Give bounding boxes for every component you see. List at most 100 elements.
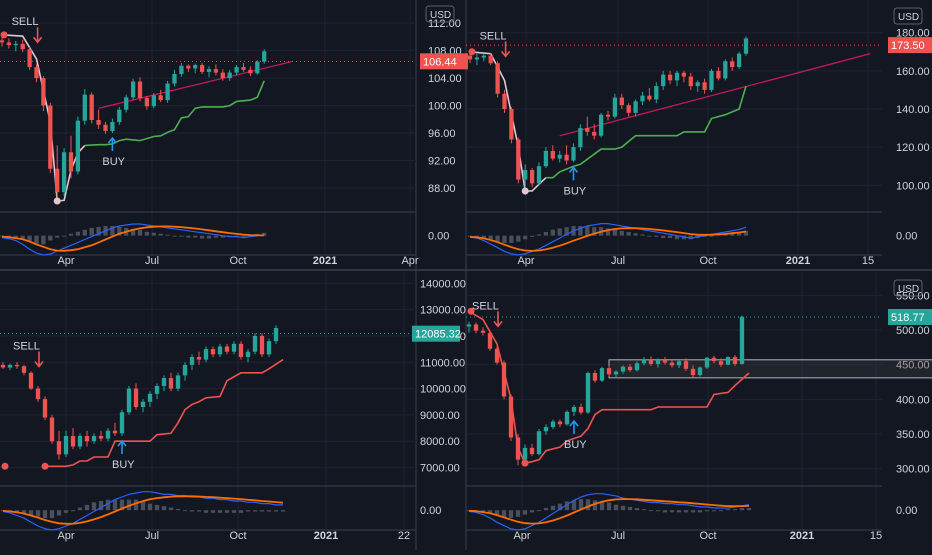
candle-body bbox=[543, 150, 549, 167]
histogram-bar bbox=[543, 232, 549, 236]
sell-arrow bbox=[500, 41, 511, 58]
candle-body bbox=[98, 435, 104, 439]
histogram-bar bbox=[13, 235, 18, 238]
histogram-bar bbox=[154, 504, 160, 511]
candle-body bbox=[474, 57, 480, 60]
histogram-bar bbox=[536, 234, 542, 236]
histogram-bar bbox=[245, 510, 251, 512]
candle-body bbox=[48, 105, 53, 169]
buy-marker-dot bbox=[41, 462, 49, 470]
histogram-bar bbox=[718, 510, 724, 512]
last-price-tag bbox=[412, 325, 460, 342]
candle-body bbox=[564, 411, 570, 425]
candle-body bbox=[117, 109, 122, 123]
signal-line bbox=[2, 495, 284, 525]
candle-body bbox=[241, 67, 246, 70]
histogram-bar bbox=[704, 510, 710, 512]
histogram-bar bbox=[119, 499, 125, 511]
x-tick-label: Oct bbox=[229, 255, 246, 267]
candle-body bbox=[82, 94, 87, 121]
x-tick-label: Jul bbox=[611, 530, 625, 542]
histogram-bar bbox=[550, 229, 555, 236]
sell-marker-dot bbox=[468, 48, 476, 56]
histogram-bar bbox=[20, 235, 25, 240]
histogram-bar bbox=[112, 499, 118, 511]
y-tick-label: 140.00 bbox=[896, 104, 930, 116]
y-tick-label: 10000.00 bbox=[420, 384, 466, 396]
candle-body bbox=[488, 55, 493, 64]
histogram-bar bbox=[75, 231, 81, 236]
histogram-bar bbox=[206, 235, 212, 239]
x-tick-label: Apr bbox=[517, 255, 534, 267]
sell-marker-dot bbox=[467, 307, 475, 315]
histogram-bar bbox=[231, 510, 237, 513]
candle-body bbox=[640, 95, 645, 102]
candle-body bbox=[103, 124, 108, 131]
candle-body bbox=[655, 360, 661, 364]
candle-body bbox=[523, 170, 528, 180]
histogram-bar bbox=[674, 235, 680, 240]
candle-body bbox=[585, 372, 591, 413]
x-tick-label: Apr bbox=[401, 255, 418, 267]
candle-body bbox=[77, 435, 83, 447]
y-tick-label: 9000.00 bbox=[420, 410, 460, 422]
histogram-bar bbox=[661, 235, 666, 239]
histogram-bar bbox=[165, 234, 170, 236]
candle-body bbox=[217, 346, 223, 355]
histogram-bar bbox=[669, 510, 675, 513]
chart-panel-top-right: 180.00 160.00 140.00 120.00 100.00 USD Apr Jul O… bbox=[466, 0, 932, 267]
candle-body bbox=[515, 437, 521, 460]
candle-body bbox=[91, 435, 97, 442]
candle-body bbox=[27, 49, 32, 68]
y-tick-label: 450.00 bbox=[896, 360, 930, 372]
histogram-bar bbox=[110, 225, 115, 236]
candle-body bbox=[599, 368, 605, 381]
currency-label: USD bbox=[898, 12, 919, 23]
candle-body bbox=[592, 372, 598, 381]
candle-body bbox=[606, 368, 612, 375]
candle-body bbox=[105, 430, 111, 439]
chart-panel-top-left: 112.00108.00104.00100.0096.0092.0088.00U… bbox=[0, 0, 468, 267]
y-tick-label: 104.00 bbox=[428, 73, 462, 85]
histogram-bar bbox=[262, 232, 267, 236]
x-tick-label: Apr bbox=[57, 530, 74, 542]
histogram-bar bbox=[193, 235, 198, 238]
histogram-bar bbox=[117, 226, 122, 236]
candle-body bbox=[690, 368, 696, 376]
candle-body bbox=[612, 97, 618, 117]
indicator-zero-label: 0.00 bbox=[428, 231, 449, 243]
candle-body bbox=[536, 431, 542, 455]
histogram-bar bbox=[84, 504, 90, 511]
histogram-bar bbox=[77, 507, 83, 511]
sell-arrow bbox=[32, 27, 43, 44]
x-tick-label: Jul bbox=[145, 530, 159, 542]
candle-body bbox=[154, 385, 160, 394]
histogram-bar bbox=[34, 235, 39, 244]
candle-body bbox=[89, 94, 94, 120]
y-tick-label: 400.00 bbox=[896, 394, 930, 406]
histogram-bar bbox=[732, 509, 738, 511]
buy-label: BUY bbox=[564, 185, 587, 197]
candle-body bbox=[667, 74, 673, 81]
candle-body bbox=[697, 367, 703, 376]
histogram-bar bbox=[137, 229, 143, 236]
candle-body bbox=[688, 76, 693, 87]
histogram-bar bbox=[147, 503, 153, 511]
y-tick-label: 7000.00 bbox=[420, 463, 460, 475]
candle-body bbox=[592, 131, 597, 136]
candle-body bbox=[723, 61, 728, 79]
currency-badge bbox=[893, 7, 923, 25]
x-tick-label: 2021 bbox=[313, 255, 337, 267]
histogram-bar bbox=[585, 225, 590, 236]
histogram-bar bbox=[655, 510, 661, 512]
candle-body bbox=[529, 170, 535, 184]
candle-body bbox=[647, 95, 652, 100]
candle-body bbox=[0, 364, 6, 368]
y-tick-label: 88.00 bbox=[428, 183, 456, 195]
histogram-bar bbox=[523, 235, 528, 240]
histogram-bar bbox=[280, 510, 286, 512]
histogram-bar bbox=[613, 504, 619, 511]
candle-body bbox=[550, 421, 556, 428]
candle-body bbox=[6, 42, 12, 46]
